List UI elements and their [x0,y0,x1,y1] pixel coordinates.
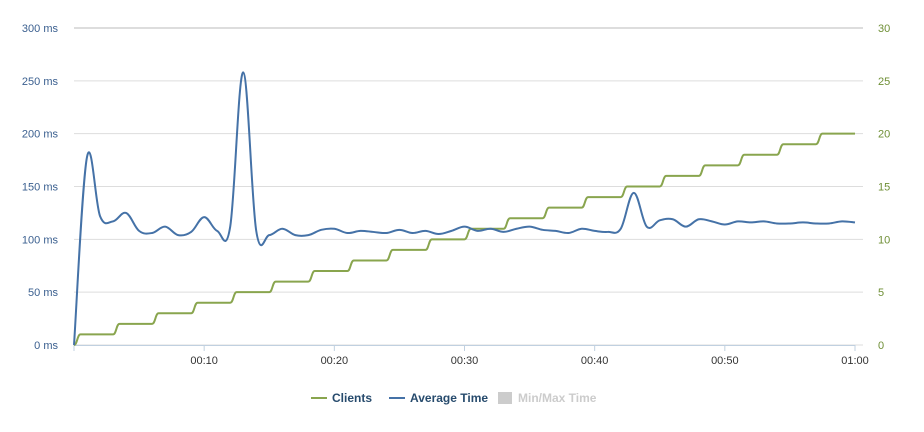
right-tick-label: 20 [878,129,890,141]
left-tick-label: 50 ms [28,287,58,299]
left-tick-label: 250 ms [22,76,59,88]
x-tick-label: 00:20 [321,355,349,367]
right-tick-label: 5 [878,287,884,299]
legend-item-clients[interactable]: Clients [311,391,372,405]
x-tick-label: 00:50 [711,355,739,367]
left-axis: 0 ms 50 ms 100 ms 150 ms 200 ms 250 ms 300 ms [22,23,59,352]
left-tick-label: 100 ms [22,234,59,246]
legend: Clients Average Time Min/Max Time [311,391,597,405]
right-tick-label: 25 [878,76,890,88]
x-tick-label: 00:40 [581,355,609,367]
left-tick-label: 0 ms [34,340,58,352]
right-tick-label: 30 [878,23,890,35]
legend-item-average-time[interactable]: Average Time [389,391,488,405]
left-tick-label: 200 ms [22,129,59,141]
average-time-series-line[interactable] [73,71,856,346]
left-tick-label: 150 ms [22,182,59,194]
x-tick-label: 00:10 [190,355,218,367]
series-layer [73,71,856,346]
legend-label: Average Time [410,391,488,405]
legend-label: Clients [332,391,372,405]
legend-item-min-max-time[interactable]: Min/Max Time [498,391,597,405]
grid-lines [74,27,863,346]
x-axis: 00:10 00:20 00:30 00:40 00:50 01:00 [73,345,869,367]
x-tick-label: 00:30 [451,355,479,367]
clients-series-line[interactable] [73,132,855,346]
right-axis: 0 5 10 15 20 25 30 [878,23,890,352]
legend-label: Min/Max Time [518,391,597,405]
right-tick-label: 10 [878,234,890,246]
right-tick-label: 0 [878,340,884,352]
right-tick-label: 15 [878,182,890,194]
x-tick-label: 01:00 [841,355,869,367]
left-tick-label: 300 ms [22,23,59,35]
legend-swatch [498,392,512,404]
